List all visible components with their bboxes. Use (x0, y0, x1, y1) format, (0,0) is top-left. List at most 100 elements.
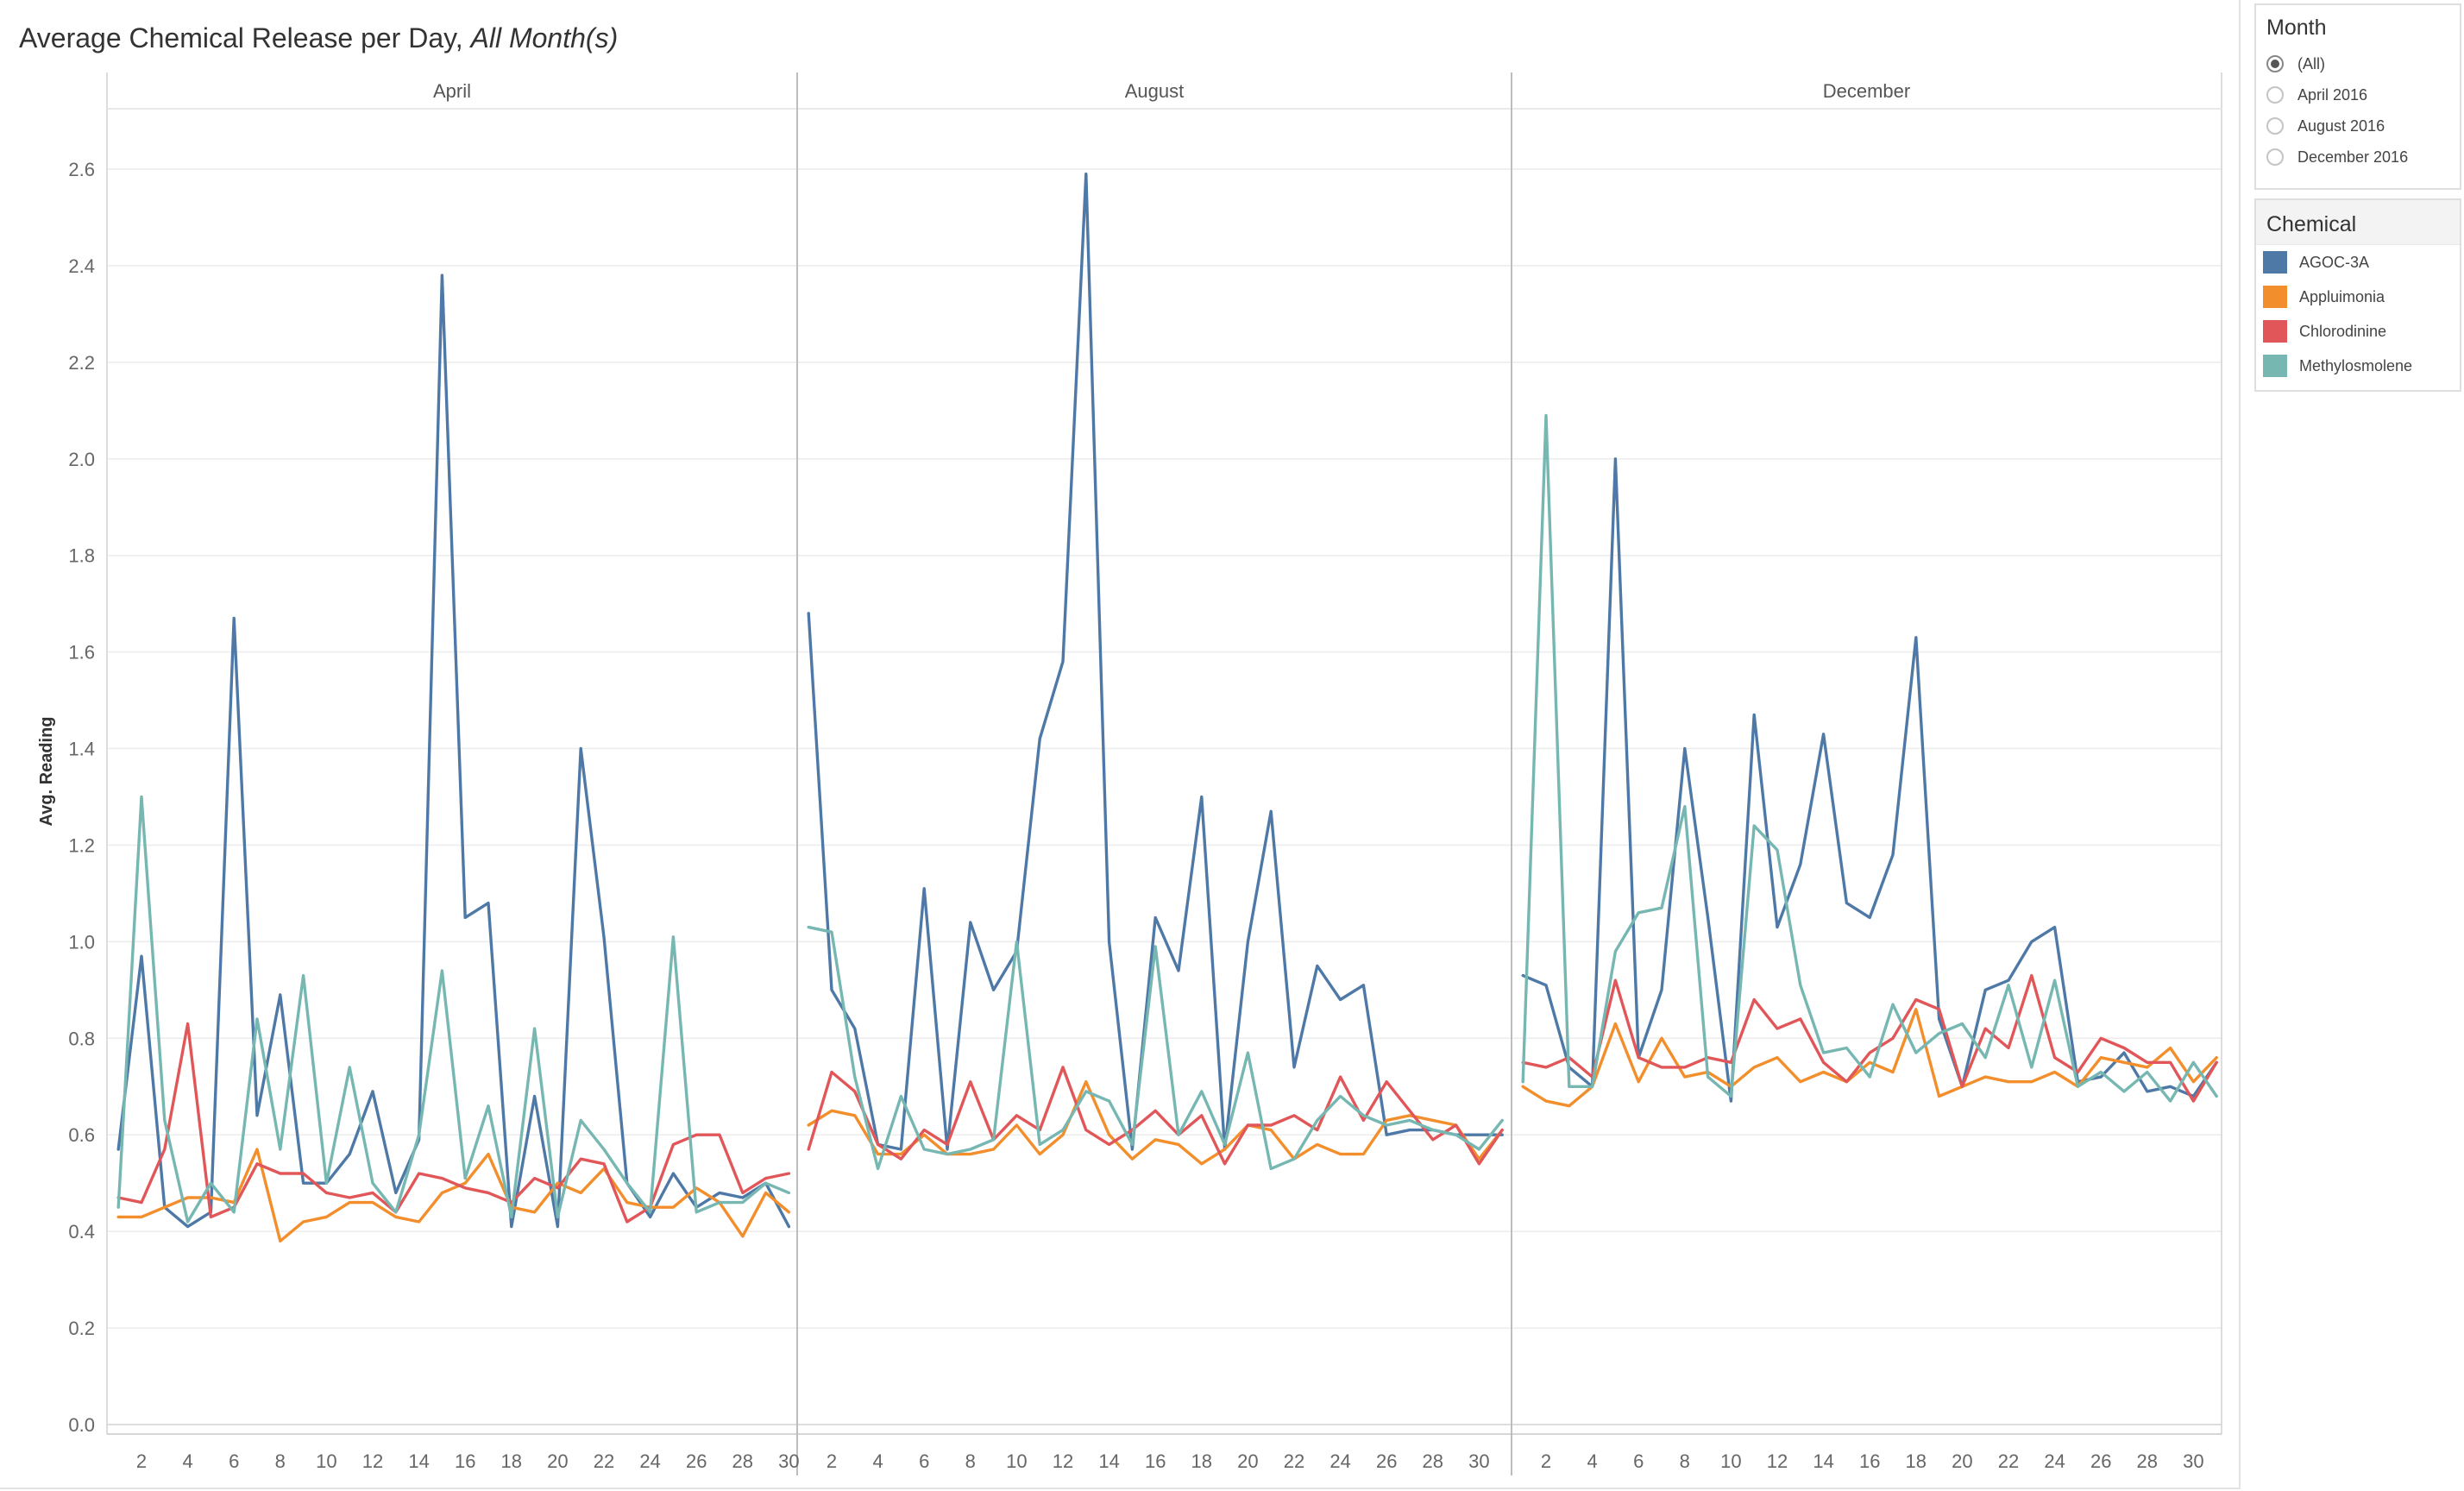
series-line-appluimonia-december (1521, 1007, 2218, 1108)
legend-item[interactable]: Chlorodinine (2256, 314, 2460, 349)
x-tick-label: 18 (501, 1450, 522, 1472)
x-tick-label: 28 (1423, 1450, 1443, 1472)
series-line-chlorodinine-december (1521, 973, 2218, 1103)
x-tick-label: 24 (1329, 1450, 1350, 1472)
x-tick-label: 4 (872, 1450, 883, 1472)
x-tick-label: 2 (136, 1450, 147, 1472)
y-tick-label: 1.2 (68, 834, 95, 856)
month-option[interactable]: (All) (2256, 48, 2460, 79)
y-tick-label: 0.6 (68, 1124, 95, 1146)
month-option-label: (All) (2297, 54, 2325, 72)
chart-title-main: Average Chemical Release per Day, (19, 22, 463, 53)
x-tick-label: 10 (1720, 1450, 1741, 1472)
month-option[interactable]: August 2016 (2256, 110, 2460, 142)
x-tick-label: 28 (732, 1450, 753, 1472)
y-tick-label: 1.6 (68, 642, 95, 664)
x-tick-label: 16 (1859, 1450, 1880, 1472)
y-tick-label: 2.6 (68, 159, 95, 180)
chart-layer: 0.0 0.2 0.4 0.6 0.8 1.0 1.2 1.4 1.6 1.8 2.0 2.2 2.4 2… (68, 72, 2222, 1475)
legend-item[interactable]: AGOC-3A (2256, 245, 2460, 280)
x-tick-label: 18 (1906, 1450, 1927, 1472)
x-tick-label: 26 (2090, 1450, 2111, 1472)
x-tick-label: 16 (455, 1450, 475, 1472)
radio-button-icon[interactable] (2266, 86, 2284, 104)
x-tick-label: 4 (182, 1450, 192, 1472)
y-tick-label: 1.0 (68, 931, 95, 953)
legend-swatch (2263, 251, 2287, 274)
x-tick-label: 8 (1680, 1450, 1690, 1472)
chemical-legend-title: Chemical (2266, 212, 2357, 236)
x-tick-label: 12 (362, 1450, 383, 1472)
month-filter-title: Month (2266, 16, 2327, 40)
x-tick-label: 12 (1053, 1450, 1073, 1472)
x-tick-label: 2 (827, 1450, 837, 1472)
x-tick-label: 6 (1633, 1450, 1644, 1472)
y-tick-label: 2.2 (68, 352, 95, 374)
series-line-appluimonia-august (807, 1079, 1504, 1166)
y-tick-label: 1.8 (68, 545, 95, 567)
pane-header-december: December (1823, 80, 1910, 102)
x-tick-label: 30 (2183, 1450, 2203, 1472)
legend-swatch (2263, 320, 2287, 343)
chart-title-italic: All Month(s) (469, 22, 619, 53)
chemical-legend-card: Chemical AGOC-3A Appluimonia Chlorodinine M… (2254, 198, 2461, 392)
x-tick-label: 30 (1468, 1450, 1489, 1472)
legend-swatch (2263, 286, 2287, 308)
x-tick-label: 22 (1998, 1450, 2019, 1472)
y-tick-label: 2.4 (68, 255, 95, 277)
legend-swatch (2263, 355, 2287, 377)
radio-button-icon[interactable] (2266, 117, 2284, 135)
legend-label: Chlorodinine (2299, 322, 2387, 340)
x-tick-label: 18 (1191, 1450, 1212, 1472)
x-tick-label: 10 (1006, 1450, 1027, 1472)
y-tick-label: 0.4 (68, 1221, 95, 1242)
legend-item[interactable]: Appluimonia (2256, 280, 2460, 314)
chart-svg: Average Chemical Release per Day, All Mo… (19, 22, 2222, 1475)
x-tick-label: 14 (1098, 1450, 1119, 1472)
x-tick-label: 14 (1813, 1450, 1833, 1472)
y-tick-label: 0.0 (68, 1414, 95, 1436)
y-tick-label: 2.0 (68, 449, 95, 470)
chart-frame (0, 0, 2241, 1489)
series-line-agoc-3a-april (116, 274, 791, 1229)
x-tick-label: 20 (1237, 1450, 1258, 1472)
month-option-label: April 2016 (2297, 85, 2368, 104)
legend-label: Appluimonia (2299, 287, 2385, 305)
x-tick-label: 8 (965, 1450, 976, 1472)
series-line-methylosmolene-august (807, 925, 1504, 1171)
x-tick-label: 10 (316, 1450, 336, 1472)
chart-title: Average Chemical Release per Day, All Mo… (19, 22, 618, 53)
x-tick-label: 22 (594, 1450, 614, 1472)
month-option[interactable]: April 2016 (2256, 79, 2460, 110)
month-options: (All) April 2016 August 2016 December 2016 (2256, 48, 2460, 173)
pane-header-august: August (1125, 80, 1185, 102)
radio-button-icon[interactable] (2266, 55, 2284, 72)
series-line-chlorodinine-august (807, 1066, 1504, 1166)
month-option[interactable]: December 2016 (2256, 142, 2460, 173)
x-tick-label: 24 (2044, 1450, 2065, 1472)
x-tick-label: 8 (275, 1450, 286, 1472)
month-option-label: August 2016 (2297, 116, 2385, 135)
x-tick-label: 30 (778, 1450, 799, 1472)
y-tick-label: 1.4 (68, 739, 95, 760)
y-tick-label: 0.2 (68, 1318, 95, 1339)
x-tick-label: 22 (1284, 1450, 1304, 1472)
x-tick-label: 14 (408, 1450, 429, 1472)
pane-header-april: April (433, 80, 471, 102)
series-line-methylosmolene-april (116, 795, 791, 1224)
x-tick-label: 6 (919, 1450, 929, 1472)
legend-items: AGOC-3A Appluimonia Chlorodinine Methylosmo… (2256, 245, 2460, 383)
legend-item[interactable]: Methylosmolene (2256, 349, 2460, 383)
radio-button-icon[interactable] (2266, 148, 2284, 166)
x-tick-label: 6 (229, 1450, 239, 1472)
y-axis-title: Avg. Reading (37, 716, 56, 826)
legend-label: Methylosmolene (2299, 356, 2413, 374)
month-filter-card: Month (All) April 2016 August 2016 December… (2254, 3, 2461, 190)
x-tick-label: 12 (1767, 1450, 1788, 1472)
chemical-legend-header: Chemical (2256, 200, 2460, 245)
x-tick-label: 24 (639, 1450, 660, 1472)
x-tick-label: 26 (1376, 1450, 1397, 1472)
legend-label: AGOC-3A (2299, 253, 2370, 271)
x-tick-label: 16 (1145, 1450, 1166, 1472)
x-tick-label: 26 (686, 1450, 707, 1472)
